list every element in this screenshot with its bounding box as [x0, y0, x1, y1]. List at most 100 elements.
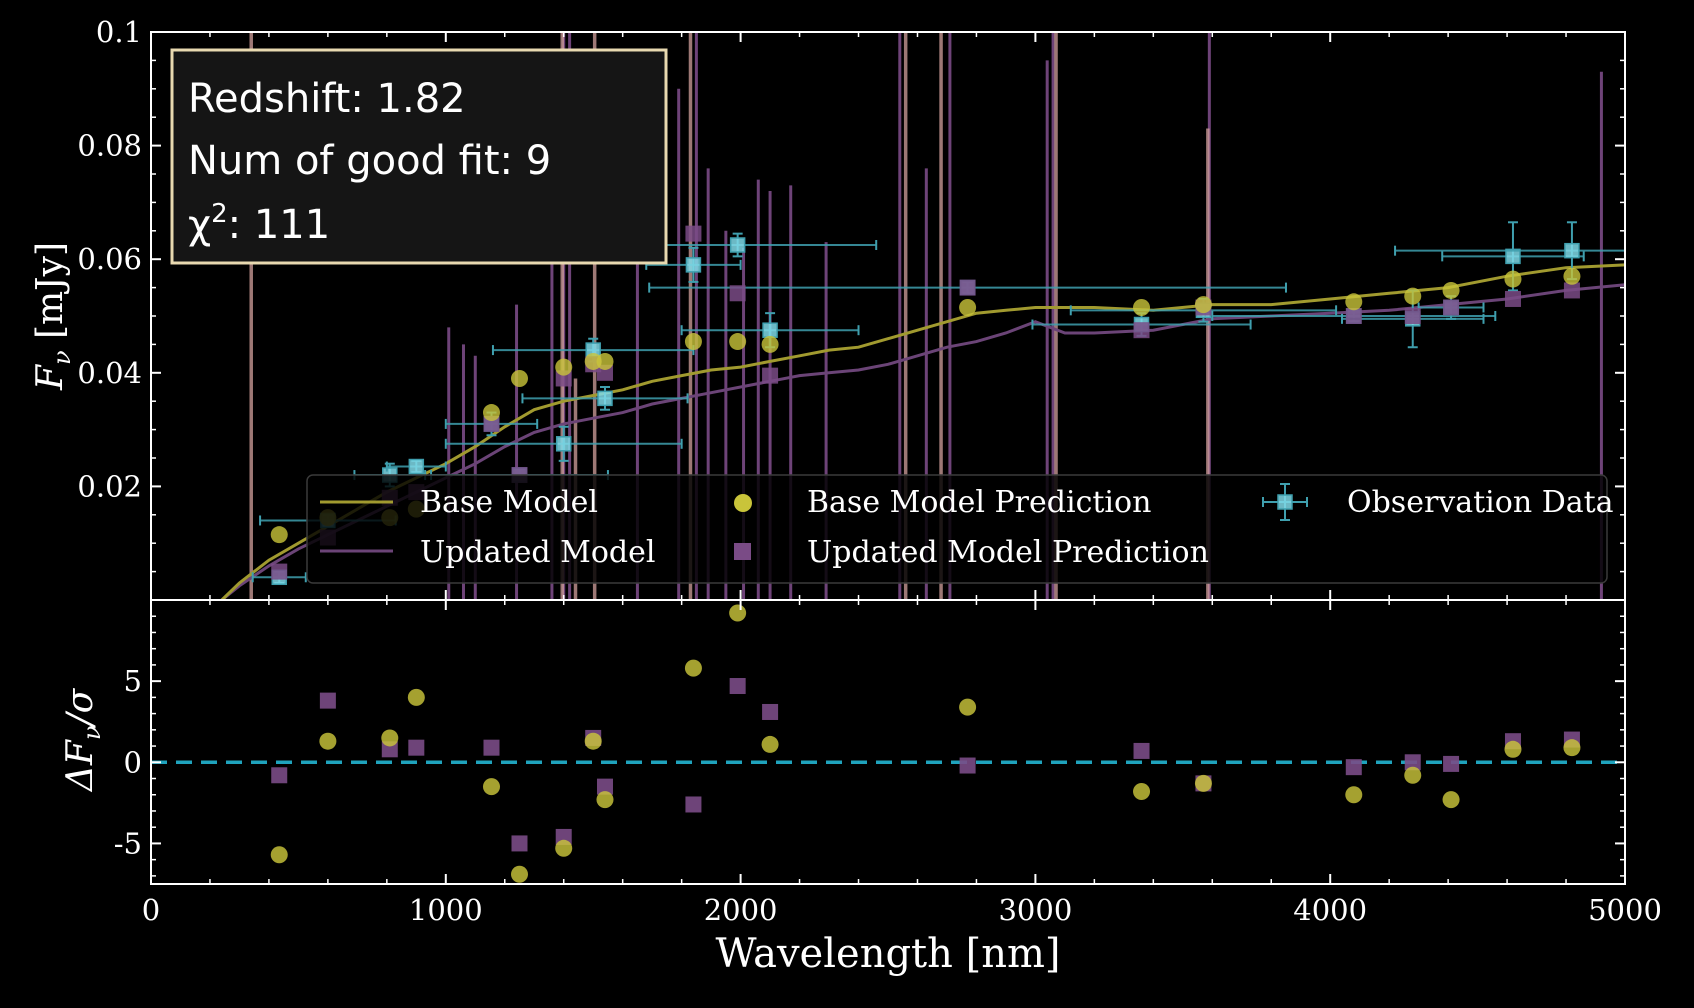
- legend-obs-square: [1277, 494, 1293, 510]
- base-residual-16: [1404, 766, 1422, 784]
- observation-point-6: [444, 425, 683, 462]
- chi-symbol: χ: [188, 202, 211, 248]
- observation-marker-19: [1564, 242, 1580, 259]
- updated-prediction-12: [959, 279, 976, 296]
- updated-prediction-15: [1345, 308, 1362, 324]
- base-prediction-9: [684, 333, 702, 351]
- base-residual-19: [1563, 739, 1581, 757]
- top-y-tick-label-0: 0.02: [77, 469, 142, 503]
- base-prediction-10: [729, 333, 747, 351]
- bottom-panel-frame: [150, 599, 1626, 885]
- base-residual-15: [1345, 786, 1363, 804]
- base-residual-1: [319, 732, 337, 750]
- updated-prediction-11: [762, 367, 779, 384]
- base-prediction-17: [1442, 281, 1460, 299]
- base-residual-17: [1442, 791, 1460, 809]
- chi-square-text: χ2: 111: [188, 199, 330, 248]
- base-residual-8: [596, 791, 614, 809]
- base-residual-14: [1194, 774, 1212, 792]
- updated-residual-12: [959, 757, 976, 774]
- bottom-y-axis-label: ΔFν/σ: [60, 687, 106, 793]
- base-prediction-13: [1133, 298, 1151, 316]
- top-y-tick-label-4: 0.1: [96, 15, 142, 49]
- updated-prediction-17: [1443, 299, 1460, 316]
- good-fit-text: Num of good fit: 9: [188, 138, 551, 184]
- base-residual-13: [1133, 782, 1151, 800]
- legend-observation-label: Observation Data: [1347, 485, 1614, 520]
- legend-updated-model-label: Updated Model: [420, 535, 655, 570]
- top-y-tick-label-1: 0.04: [77, 356, 142, 390]
- observation-marker-6: [555, 436, 572, 452]
- legend-base-prediction-label: Base Model Prediction: [807, 485, 1151, 520]
- updated-residual-11: [762, 703, 779, 720]
- base-residual-4: [482, 778, 500, 796]
- base-residual-7: [584, 732, 602, 750]
- updated-residual-0: [271, 767, 288, 784]
- base-prediction-5: [511, 369, 528, 387]
- x-axis-label: Wavelength [nm]: [715, 931, 1060, 977]
- bottom-ylabel-main: ΔF: [60, 738, 101, 793]
- top-ylabel-unit: [mJy]: [30, 242, 71, 350]
- base-residual-18: [1504, 740, 1522, 758]
- base-residual-2: [381, 729, 399, 747]
- observation-marker-3: [408, 458, 425, 475]
- base-prediction-19: [1563, 267, 1581, 285]
- x-tick-label-5: 5000: [1588, 893, 1662, 927]
- base-prediction-8: [596, 352, 614, 370]
- base-residual-9: [684, 659, 702, 677]
- legend-base-model-label: Base Model: [420, 485, 598, 520]
- legend-base-prediction-marker: [734, 494, 752, 512]
- residual-layer: [270, 604, 1581, 883]
- x-tick-label-2: 2000: [704, 893, 778, 927]
- observation-point-3: [385, 458, 447, 475]
- updated-residual-4: [483, 739, 500, 756]
- observation-marker-8: [597, 390, 613, 407]
- x-tick-label-4: 4000: [1293, 893, 1367, 927]
- base-residual-5: [511, 865, 528, 883]
- observation-point-18: [1441, 221, 1585, 292]
- base-prediction-14: [1194, 296, 1212, 314]
- bottom-ylabel-div: /σ: [60, 687, 101, 728]
- legend: Base Model Updated Model Base Model Pred…: [306, 474, 1614, 584]
- base-prediction-7: [584, 352, 602, 370]
- updated-prediction-16: [1404, 308, 1421, 324]
- bottom-y-tick-label-0: 5: [124, 664, 142, 698]
- axis-ticks: [150, 31, 1626, 884]
- base-residual-11: [761, 735, 779, 753]
- updated-residual-3: [408, 739, 425, 756]
- updated-residual-15: [1345, 759, 1362, 776]
- top-ylabel-main: F: [30, 363, 71, 391]
- observation-marker-18: [1505, 248, 1521, 265]
- updated-residual-9: [685, 796, 702, 813]
- top-ylabel-sub: ν: [48, 350, 76, 365]
- x-tick-label-3: 3000: [998, 893, 1072, 927]
- observation-point-9: [645, 246, 742, 283]
- base-prediction-6: [555, 358, 573, 376]
- fit-info-box: Redshift: 1.82 Num of good fit: 9 χ2: 11…: [170, 48, 668, 265]
- legend-updated-prediction-label: Updated Model Prediction: [807, 535, 1209, 570]
- top-y-tick-label-3: 0.08: [77, 129, 142, 163]
- base-prediction-15: [1345, 293, 1363, 311]
- base-residual-10: [729, 604, 747, 622]
- chi-value: : 111: [228, 202, 331, 248]
- observation-marker-10: [729, 237, 746, 253]
- updated-residual-1: [319, 692, 336, 709]
- updated-prediction-18: [1504, 290, 1521, 307]
- legend-observation-marker: [1262, 483, 1308, 521]
- updated-prediction-0: [271, 563, 288, 580]
- axis-tick-labels: 0 1000 2000 3000 4000 5000 0.02 0.04 0.06 0.08 0.1…: [77, 15, 1661, 927]
- legend-updated-prediction-marker: [734, 543, 751, 560]
- observation-marker-9: [685, 257, 702, 273]
- observation-marker-11: [762, 322, 778, 338]
- x-tick-label-0: 0: [142, 893, 160, 927]
- bottom-ylabel-sub: ν: [78, 726, 106, 741]
- base-prediction-11: [761, 335, 779, 353]
- top-y-axis-label: Fν [mJy]: [30, 242, 76, 391]
- updated-prediction-13: [1133, 322, 1150, 339]
- base-residual-0: [270, 846, 288, 864]
- base-prediction-18: [1504, 270, 1522, 288]
- updated-residual-5: [511, 835, 528, 852]
- base-prediction-12: [959, 298, 977, 316]
- bottom-y-tick-label-2: -5: [114, 826, 142, 860]
